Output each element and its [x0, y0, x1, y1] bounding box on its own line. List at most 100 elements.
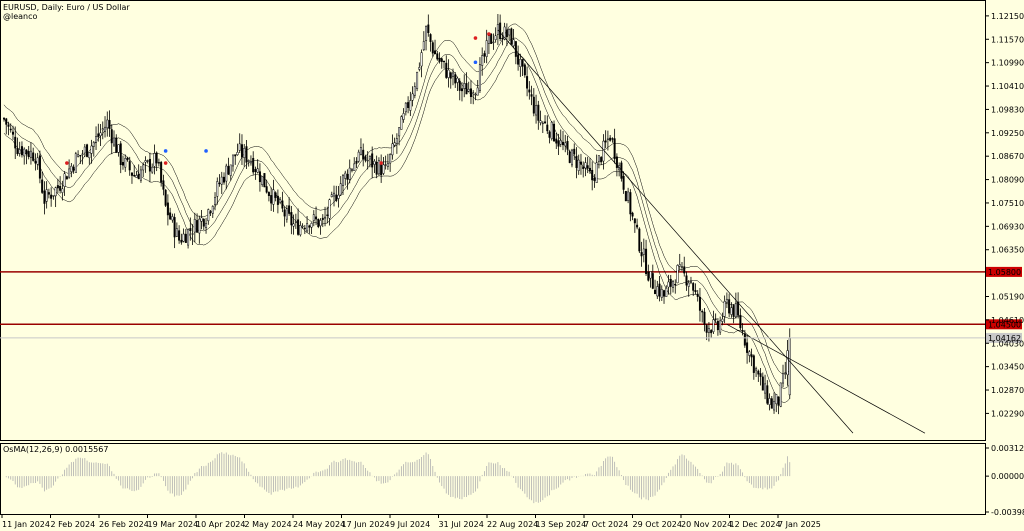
candle[interactable]: [256, 159, 259, 174]
candle[interactable]: [101, 121, 104, 140]
candle[interactable]: [777, 396, 780, 415]
candle[interactable]: [638, 227, 641, 254]
candle[interactable]: [636, 218, 639, 230]
candle[interactable]: [548, 130, 551, 144]
candle[interactable]: [344, 170, 347, 186]
candle[interactable]: [50, 187, 53, 207]
candle[interactable]: [714, 313, 717, 324]
candle[interactable]: [52, 195, 55, 200]
candle[interactable]: [308, 224, 311, 234]
candle[interactable]: [716, 318, 719, 336]
candle[interactable]: [487, 35, 490, 54]
candle[interactable]: [566, 135, 569, 156]
candle[interactable]: [443, 60, 446, 69]
candle[interactable]: [254, 166, 257, 180]
candle[interactable]: [106, 111, 109, 137]
candle[interactable]: [306, 215, 309, 233]
candle[interactable]: [63, 171, 66, 196]
candle[interactable]: [294, 213, 297, 229]
candle[interactable]: [350, 167, 353, 173]
candle[interactable]: [81, 150, 84, 165]
candle[interactable]: [474, 92, 477, 101]
candle[interactable]: [227, 157, 230, 176]
candle[interactable]: [600, 156, 603, 166]
candle[interactable]: [770, 396, 773, 409]
candle[interactable]: [436, 50, 439, 61]
candle[interactable]: [656, 280, 659, 300]
candle[interactable]: [317, 218, 320, 229]
candle[interactable]: [409, 91, 412, 117]
candle[interactable]: [216, 177, 219, 205]
candle[interactable]: [20, 141, 23, 158]
candle[interactable]: [629, 189, 632, 222]
candle[interactable]: [764, 374, 767, 400]
candle[interactable]: [339, 176, 342, 197]
candle[interactable]: [687, 280, 690, 297]
candle[interactable]: [36, 152, 39, 170]
candle[interactable]: [755, 366, 758, 377]
candle[interactable]: [209, 210, 212, 217]
candle[interactable]: [734, 292, 737, 319]
candle[interactable]: [467, 81, 470, 93]
candle[interactable]: [660, 285, 663, 301]
candle[interactable]: [570, 148, 573, 168]
candle[interactable]: [117, 144, 120, 157]
candle[interactable]: [705, 323, 708, 341]
candle[interactable]: [447, 59, 450, 88]
candle[interactable]: [743, 329, 746, 348]
candle[interactable]: [16, 137, 19, 156]
candle[interactable]: [425, 25, 428, 51]
candle[interactable]: [642, 238, 645, 263]
candle[interactable]: [223, 172, 226, 185]
candle[interactable]: [564, 134, 567, 153]
candle[interactable]: [618, 162, 621, 177]
candle[interactable]: [768, 393, 771, 411]
candle[interactable]: [606, 130, 609, 151]
candle[interactable]: [622, 171, 625, 194]
candle[interactable]: [508, 28, 511, 41]
candle[interactable]: [243, 143, 246, 167]
candle[interactable]: [74, 151, 77, 173]
candle[interactable]: [782, 364, 785, 388]
candle[interactable]: [692, 282, 695, 296]
candle[interactable]: [180, 233, 183, 245]
candle[interactable]: [654, 279, 657, 295]
candle[interactable]: [18, 141, 21, 157]
candle[interactable]: [72, 164, 75, 174]
candle[interactable]: [330, 191, 333, 198]
candle[interactable]: [546, 115, 549, 135]
candle[interactable]: [523, 63, 526, 78]
candle[interactable]: [672, 280, 675, 293]
candle[interactable]: [178, 225, 181, 244]
candle[interactable]: [297, 208, 300, 236]
candle[interactable]: [404, 102, 407, 116]
candle[interactable]: [613, 128, 616, 164]
candle[interactable]: [171, 213, 174, 223]
candle[interactable]: [723, 295, 726, 324]
candle[interactable]: [25, 149, 28, 165]
candle[interactable]: [68, 159, 71, 179]
candle[interactable]: [328, 198, 331, 226]
candle[interactable]: [665, 285, 668, 297]
candle[interactable]: [263, 173, 266, 188]
candle[interactable]: [229, 164, 232, 181]
candle[interactable]: [173, 213, 176, 249]
candle[interactable]: [384, 155, 387, 170]
candle[interactable]: [70, 163, 73, 178]
candle[interactable]: [169, 207, 172, 221]
candle[interactable]: [126, 157, 129, 162]
candle[interactable]: [631, 211, 634, 221]
candle[interactable]: [752, 354, 755, 380]
candle[interactable]: [133, 165, 136, 178]
candle[interactable]: [326, 206, 329, 224]
candle[interactable]: [366, 151, 369, 170]
candle[interactable]: [166, 194, 169, 226]
candle[interactable]: [238, 133, 241, 154]
candle[interactable]: [346, 169, 349, 190]
candle[interactable]: [359, 138, 362, 156]
candle[interactable]: [609, 135, 612, 142]
candle[interactable]: [124, 154, 127, 172]
candle[interactable]: [27, 145, 30, 160]
candle[interactable]: [494, 27, 497, 43]
candle[interactable]: [562, 131, 565, 151]
